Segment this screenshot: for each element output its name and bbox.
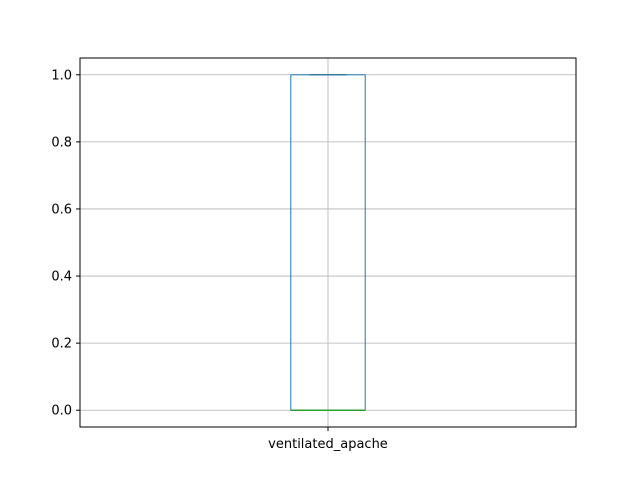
x-axis: ventilated_apache [268, 427, 388, 452]
y-tick-label: 0.0 [51, 404, 72, 419]
y-tick-label: 0.8 [51, 135, 72, 150]
grid-layer [80, 58, 576, 427]
y-tick-label: 0.6 [51, 202, 72, 217]
y-tick-label: 0.4 [51, 270, 72, 285]
y-tick-label: 1.0 [51, 68, 72, 83]
y-axis: 0.0 0.2 0.4 0.6 0.8 1.0 [51, 68, 80, 419]
box-layer [290, 74, 366, 411]
x-tick-label: ventilated_apache [268, 437, 388, 452]
y-tick-label: 0.2 [51, 337, 72, 352]
